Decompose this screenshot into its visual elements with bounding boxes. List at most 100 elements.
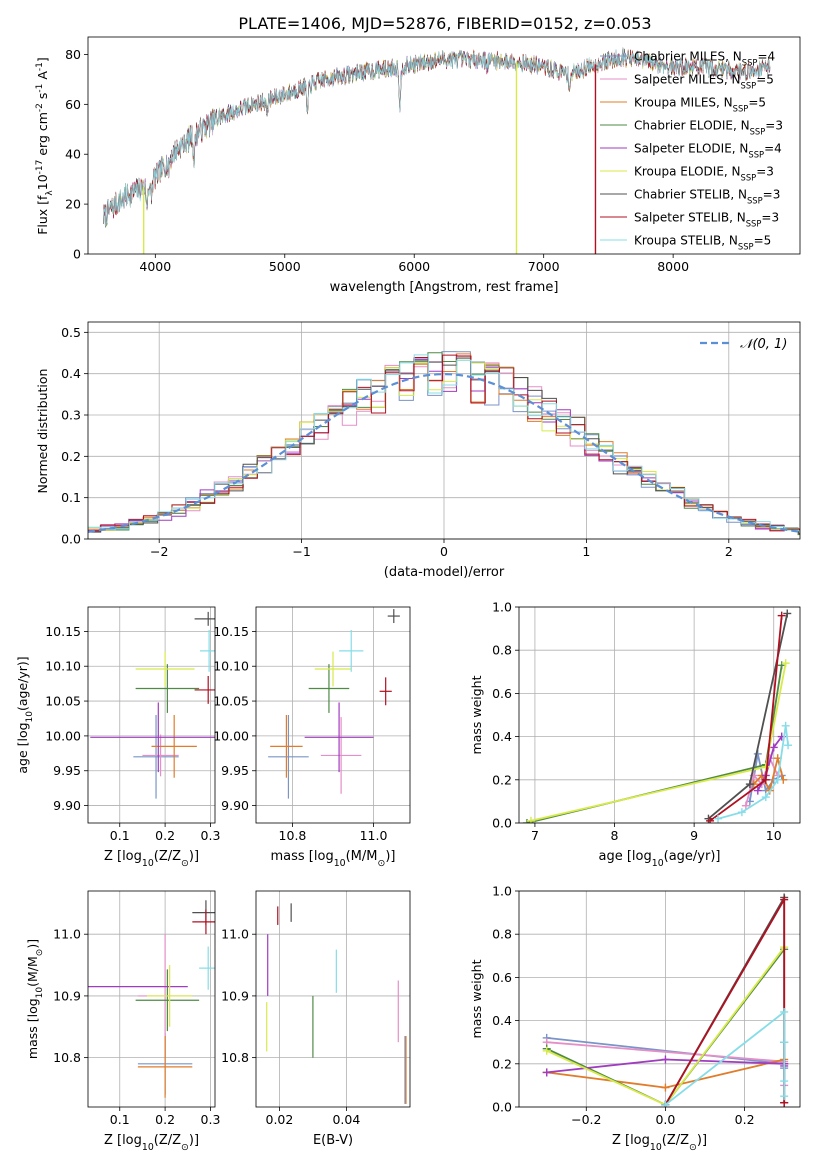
weight-marker xyxy=(780,1007,789,1016)
residuals-ytick-label: 0.4 xyxy=(61,366,81,381)
mass_vs_Z-xlabel: Z [log10(Z/Z⊙)] xyxy=(104,1133,199,1153)
legend-entry: Salpeter ELODIE, NSSP=4 xyxy=(634,142,782,160)
age_vs_mass-ytick-label: 10.15 xyxy=(213,624,249,639)
errorbar-point xyxy=(137,1036,193,1098)
errorbar-point xyxy=(387,609,400,624)
weight-marker xyxy=(780,895,789,904)
weight_vs_age-ytick-label: 0.6 xyxy=(492,686,512,701)
age_vs_Z-ytick-label: 10.05 xyxy=(45,694,81,709)
weight-marker xyxy=(783,609,792,618)
age_vs_Z-xtick-label: 0.1 xyxy=(110,828,130,843)
weight_vs_age-ytick-label: 0.0 xyxy=(492,816,512,831)
weight-marker xyxy=(780,1077,789,1086)
mass_vs_ebv-xtick-label: 0.02 xyxy=(266,1112,294,1127)
age_vs_Z-ytick-label: 9.95 xyxy=(53,763,81,778)
spectrum-xtick-label: 4000 xyxy=(139,259,171,274)
errorbar-point xyxy=(268,715,309,799)
weight_vs_Z-ytick-label: 0.2 xyxy=(492,1056,512,1071)
weight-marker xyxy=(661,1055,670,1064)
errorbar-point xyxy=(308,664,350,713)
errorbar-point xyxy=(339,629,364,672)
residuals-ytick-label: 0.5 xyxy=(61,325,81,340)
spectrum-xtick-label: 8000 xyxy=(657,259,689,274)
age_vs_mass-ytick-label: 10.05 xyxy=(213,694,249,709)
errorbar-point xyxy=(133,715,179,799)
mass_vs_Z-ylabel: mass [log10(M/M⊙)] xyxy=(25,939,45,1059)
weight-marker xyxy=(737,808,746,817)
mass_vs_Z-ytick-label: 10.9 xyxy=(53,988,81,1003)
spectrum-ytick-label: 20 xyxy=(65,197,81,212)
legend-entry: Kroupa STELIB, NSSP=5 xyxy=(634,234,771,252)
age_vs_mass-axes: 10.8 11.0 9.90 9.95 10.00 10.05 10.10 10.15 mass… xyxy=(213,606,411,869)
age_vs_mass-ytick-label: 10.10 xyxy=(213,659,249,674)
spectrum-xtick-label: 7000 xyxy=(528,259,560,274)
legend-entry: Kroupa MILES, NSSP=5 xyxy=(634,96,766,114)
legend-entry: Salpeter STELIB, NSSP=3 xyxy=(634,211,779,229)
errorbar-point xyxy=(151,715,197,778)
mass_vs_ebv-ytick-label: 11.0 xyxy=(221,927,249,942)
age_vs_mass-frame xyxy=(255,606,411,824)
age_vs_mass-xtick-label: 11.0 xyxy=(360,828,388,843)
weight-marker xyxy=(780,1092,789,1101)
spectrum-plot xyxy=(103,47,771,254)
weight_vs_Z-xtick-label: 0.0 xyxy=(655,1112,675,1127)
errorbar-point xyxy=(135,969,200,1032)
errorbar-point xyxy=(304,702,374,773)
legend-entry: Chabrier STELIB, NSSP=3 xyxy=(634,188,780,206)
weight_vs_Z-frame xyxy=(518,890,801,1108)
weight-marker xyxy=(761,762,770,771)
weight_vs_Z-ytick-label: 0.4 xyxy=(492,1013,512,1028)
errorbar-point xyxy=(199,946,215,990)
weight_vs_Z-ytick-label: 0.0 xyxy=(492,1100,512,1115)
errorbar-point xyxy=(320,717,362,794)
age_vs_mass-ytick-label: 10.00 xyxy=(213,728,249,743)
mass_vs_Z-ytick-label: 10.8 xyxy=(53,1050,81,1065)
residuals-xlabel: (data-model)/error xyxy=(384,565,505,580)
residuals-xtick-label: 1 xyxy=(582,544,590,559)
residuals-ytick-label: 0.3 xyxy=(61,408,81,423)
weight-marker xyxy=(781,721,790,730)
age_vs_Z-ytick-label: 10.10 xyxy=(45,659,81,674)
errorbar-point xyxy=(135,664,200,713)
errorbar-point xyxy=(314,651,352,687)
age_vs_Z-ytick-label: 9.90 xyxy=(53,798,81,813)
age_vs_Z-ytick-label: 10.00 xyxy=(45,728,81,743)
weight-marker xyxy=(542,1046,551,1055)
spectrum-ytick-label: 80 xyxy=(65,47,81,62)
legend-entry: 𝒩(0, 1) xyxy=(740,337,787,352)
residuals-ytick-label: 0.0 xyxy=(61,532,81,547)
mass_vs_Z-ytick-label: 11.0 xyxy=(53,927,81,942)
weight_vs_age-ytick-label: 1.0 xyxy=(492,600,512,615)
mass_vs_ebv-ytick-label: 10.8 xyxy=(221,1050,249,1065)
weight-marker xyxy=(753,786,762,795)
weight-marker xyxy=(745,780,754,789)
residuals-xtick-label: −1 xyxy=(292,544,310,559)
residuals-xtick-label: 0 xyxy=(440,544,448,559)
errorbar-point xyxy=(142,734,179,777)
age_vs_Z-plot xyxy=(90,611,215,799)
weight_vs_age-ylabel: mass weight xyxy=(469,675,484,754)
mass_vs_ebv-plot xyxy=(266,903,407,1104)
weight-marker xyxy=(661,1100,670,1107)
age_vs_mass-ytick-label: 9.95 xyxy=(221,763,249,778)
figure-title: PLATE=1406, MJD=52876, FIBERID=0152, z=0… xyxy=(238,14,651,33)
errorbar-point xyxy=(379,677,392,706)
mass_vs_ebv-xlabel: E(B-V) xyxy=(313,1133,353,1148)
legend-entry: Chabrier ELODIE, NSSP=3 xyxy=(634,119,783,137)
residuals-ylabel: Normed distribution xyxy=(35,369,50,494)
weight_vs_age-ytick-label: 0.2 xyxy=(492,772,512,787)
weight-marker xyxy=(526,816,535,823)
residuals-ytick-label: 0.1 xyxy=(61,490,81,505)
weight_vs_age-frame xyxy=(518,606,801,824)
weight_vs_age-plot xyxy=(522,609,793,823)
weight-marker xyxy=(661,1083,670,1092)
errorbar-point xyxy=(194,675,215,704)
errorbar-point xyxy=(192,909,215,935)
mass_vs_Z-xtick-label: 0.2 xyxy=(155,1112,175,1127)
spectrum-xtick-label: 6000 xyxy=(398,259,430,274)
normal-curve xyxy=(88,372,800,533)
spectrum-xtick-label: 5000 xyxy=(269,259,301,274)
weight-marker xyxy=(781,659,790,668)
